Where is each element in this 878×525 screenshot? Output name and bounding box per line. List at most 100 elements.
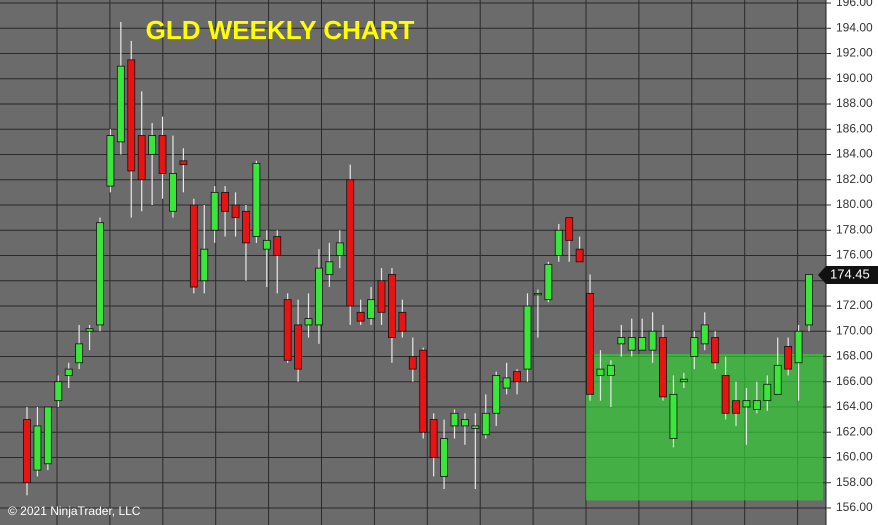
- candle-body: [669, 393, 678, 439]
- candle-body: [606, 364, 615, 376]
- candle-body: [638, 337, 647, 351]
- y-tick-label: 170.00: [836, 323, 873, 337]
- candle-body: [137, 135, 146, 181]
- candle-body: [325, 261, 334, 275]
- candle-body: [805, 274, 813, 326]
- y-tick-label: 178.00: [836, 222, 873, 236]
- candle-body: [116, 65, 125, 143]
- candle-body: [461, 419, 469, 427]
- candle-body: [492, 375, 501, 414]
- y-tick-label: 194.00: [836, 20, 873, 34]
- candle-body: [43, 406, 52, 465]
- candle-body: [210, 191, 219, 231]
- candle-body: [742, 400, 751, 408]
- candle-body: [627, 337, 636, 351]
- candle-body: [335, 242, 344, 256]
- candle-body: [221, 191, 230, 212]
- candle-body: [315, 267, 323, 326]
- candle-body: [231, 204, 240, 219]
- candle-body: [763, 383, 772, 402]
- candle-body: [304, 318, 313, 326]
- candle-body: [283, 299, 292, 361]
- y-tick-label: 164.00: [836, 399, 873, 413]
- candle-body: [148, 135, 157, 155]
- candle-body: [554, 229, 563, 256]
- candle-body: [523, 305, 532, 370]
- y-tick-label: 180.00: [836, 197, 873, 211]
- candle-body: [586, 292, 594, 395]
- copyright: © 2021 NinjaTrader, LLC: [8, 504, 141, 518]
- y-tick-label: 192.00: [836, 46, 873, 60]
- candle-body: [106, 135, 115, 187]
- candle-body: [346, 179, 355, 307]
- candle-body: [54, 381, 63, 402]
- candle-body: [700, 324, 709, 345]
- candle-body: [732, 400, 740, 414]
- candle-body: [85, 328, 94, 332]
- candle-body: [575, 248, 584, 263]
- y-tick-label: 156.00: [836, 500, 873, 514]
- candle-body: [33, 425, 42, 471]
- candle-body: [367, 299, 375, 320]
- candle-body: [617, 337, 626, 345]
- candle-body: [96, 222, 104, 326]
- candle-body: [356, 311, 365, 322]
- chart-title: GLD WEEKLY CHART: [146, 15, 415, 45]
- candle-body: [23, 419, 31, 484]
- candle-body: [440, 438, 448, 477]
- candle-body: [721, 375, 730, 414]
- candle-body: [784, 345, 793, 370]
- candle-body: [429, 419, 438, 458]
- y-tick-label: 160.00: [836, 450, 873, 464]
- y-tick-label: 190.00: [836, 71, 873, 85]
- candle-body: [262, 239, 271, 250]
- y-tick-label: 196.00: [836, 0, 873, 9]
- y-tick-label: 176.00: [836, 248, 873, 262]
- candle-body: [659, 337, 667, 398]
- candle-body: [648, 330, 657, 351]
- candle-body: [189, 204, 198, 288]
- candle-body: [398, 311, 407, 332]
- candle-body: [408, 356, 417, 370]
- plot: [23, 21, 823, 501]
- candle-body: [679, 378, 688, 383]
- y-tick-label: 184.00: [836, 147, 873, 161]
- candle-body: [773, 364, 782, 395]
- y-tick-label: 158.00: [836, 475, 873, 489]
- candle-body: [544, 263, 553, 301]
- candle-body: [158, 135, 167, 174]
- y-tick-label: 168.00: [836, 349, 873, 363]
- y-tick-label: 172.00: [836, 298, 873, 312]
- price-axis: [826, 0, 878, 525]
- candle-body: [502, 377, 511, 389]
- candle-body: [752, 400, 761, 410]
- candle-body: [179, 160, 188, 166]
- candle-body: [252, 162, 261, 237]
- candle-body: [75, 343, 84, 364]
- y-tick-label: 162.00: [836, 424, 873, 438]
- candle-body: [200, 248, 209, 282]
- candle-body: [169, 173, 177, 212]
- candle-body: [565, 217, 574, 241]
- support-zone: [586, 353, 823, 501]
- candle-body: [294, 324, 302, 370]
- candle-body: [690, 337, 699, 357]
- candle-body: [471, 425, 480, 429]
- candle-body: [794, 330, 803, 364]
- candle-body: [711, 337, 720, 364]
- candle-body: [419, 349, 428, 433]
- candle-body: [513, 371, 521, 383]
- candle-body: [481, 412, 490, 436]
- y-tick-label: 188.00: [836, 96, 873, 110]
- candle-body: [388, 274, 396, 338]
- candle-body: [242, 210, 250, 244]
- candle-body: [534, 292, 542, 296]
- y-tick-label: 182.00: [836, 172, 873, 186]
- candle-body: [377, 280, 386, 313]
- candle-body: [127, 59, 136, 172]
- candle-body: [450, 412, 459, 427]
- last-price-label: 174.45: [830, 266, 870, 281]
- y-tick-label: 166.00: [836, 374, 873, 388]
- candle-body: [596, 368, 605, 376]
